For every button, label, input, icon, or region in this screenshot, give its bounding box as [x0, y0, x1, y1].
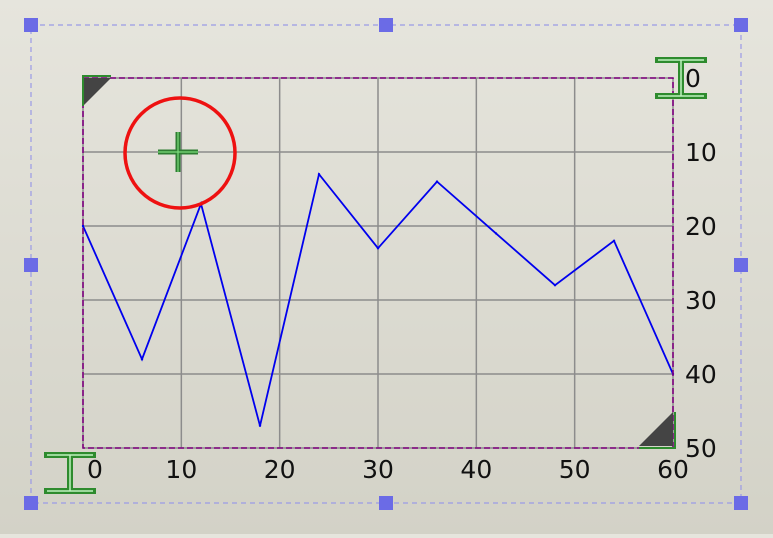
data-point	[81, 224, 85, 228]
y-tick-label: 10	[685, 138, 717, 167]
x-tick-label: 0	[87, 455, 103, 484]
data-point	[140, 358, 144, 361]
x-tick-label: 10	[165, 455, 197, 484]
resize-handle[interactable]	[734, 496, 748, 510]
data-point	[258, 424, 262, 427]
resize-handle[interactable]	[379, 18, 393, 32]
resize-handle[interactable]	[24, 18, 38, 32]
x-tick-label: 40	[460, 455, 492, 484]
data-point	[612, 239, 616, 242]
corner-resize-icon-outline	[82, 75, 111, 106]
crosshair-target-icon[interactable]	[123, 96, 237, 210]
resize-handle[interactable]	[24, 258, 38, 272]
selection-handles[interactable]	[24, 18, 748, 510]
selection-frame	[30, 24, 742, 504]
y-tick-label: 50	[685, 434, 717, 463]
resize-handle[interactable]	[24, 496, 38, 510]
data-point	[494, 232, 498, 235]
data-point	[317, 173, 321, 176]
i-beam-cursor-icon[interactable]	[655, 57, 707, 99]
resize-handle[interactable]	[734, 258, 748, 272]
y-tick-label: 40	[685, 360, 717, 389]
plot-area-border	[82, 77, 674, 449]
x-tick-label: 20	[264, 455, 296, 484]
y-tick-label: 20	[685, 212, 717, 241]
corner-resize-icon[interactable]	[639, 412, 673, 446]
corner-resize-icon[interactable]	[83, 78, 111, 106]
x-tick-label: 60	[657, 455, 689, 484]
x-tick-label: 30	[362, 455, 394, 484]
data-point	[435, 180, 439, 183]
resize-handle[interactable]	[734, 18, 748, 32]
y-tick-label: 0	[685, 64, 701, 93]
resize-handle[interactable]	[379, 496, 393, 510]
i-beam-cursor-icon[interactable]	[44, 452, 96, 494]
corner-resize-icon-outline	[639, 412, 676, 449]
data-point	[376, 247, 380, 250]
x-tick-label: 50	[559, 455, 591, 484]
y-tick-label: 30	[685, 286, 717, 315]
data-point	[553, 284, 557, 287]
